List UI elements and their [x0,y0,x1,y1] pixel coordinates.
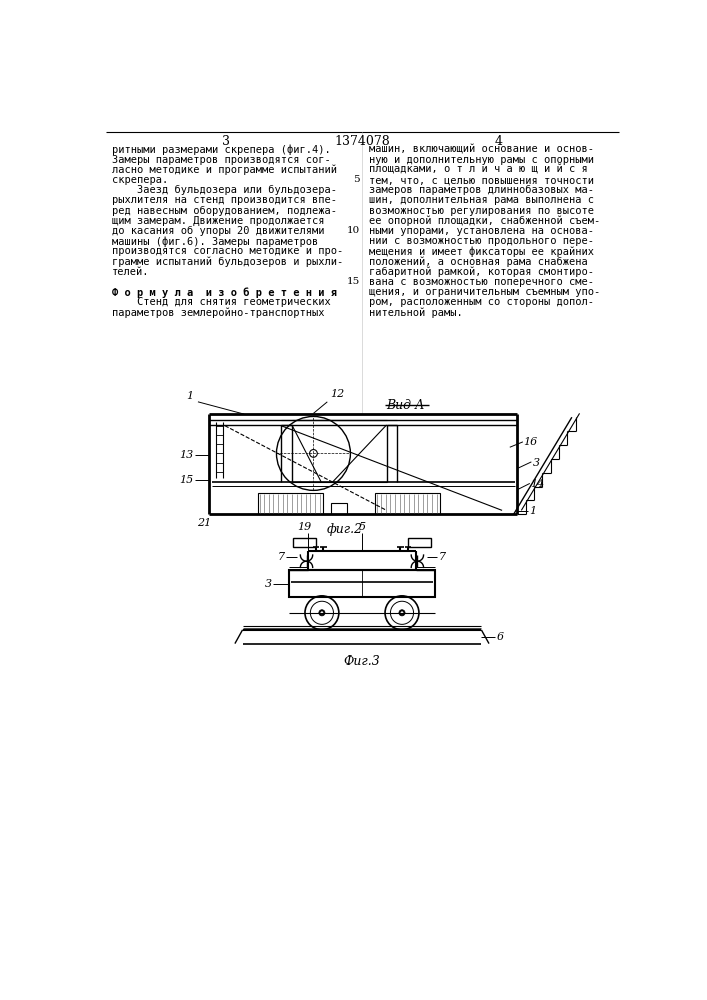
Text: нительной рамы.: нительной рамы. [369,307,462,318]
Text: ред навесным оборудованием, подлежа-: ред навесным оборудованием, подлежа- [112,206,337,216]
Text: 1: 1 [529,506,536,516]
Text: 4: 4 [494,135,502,148]
Text: параметров землеройно-транспортных: параметров землеройно-транспортных [112,307,325,318]
Text: 15: 15 [346,277,360,286]
Circle shape [319,610,325,616]
Text: ром, расположенным со стороны допол-: ром, расположенным со стороны допол- [369,297,594,307]
Text: 12: 12 [330,389,344,399]
Text: ную и дополнительную рамы с опорными: ную и дополнительную рамы с опорными [369,155,594,165]
Text: 3: 3 [533,458,540,468]
Text: ее опорной площадки, снабженной съем-: ее опорной площадки, снабженной съем- [369,216,600,226]
Text: фиг.2: фиг.2 [326,523,362,536]
Text: ласно методике и программе испытаний: ласно методике и программе испытаний [112,165,337,175]
Text: площадками, о т л и ч а ю щ и й с я: площадками, о т л и ч а ю щ и й с я [369,165,588,175]
Text: 21: 21 [197,518,211,528]
Text: 6: 6 [497,632,504,642]
Circle shape [321,612,323,614]
Text: 10: 10 [346,226,360,235]
Text: Заезд бульдозера или бульдозера-: Заезд бульдозера или бульдозера- [112,185,337,195]
Text: 5: 5 [353,175,360,184]
Text: 15: 15 [179,475,193,485]
Text: Фиг.3: Фиг.3 [344,655,380,668]
Text: нии с возможностью продольного пере-: нии с возможностью продольного пере- [369,236,594,246]
Text: мещения и имеет фиксаторы ее крайних: мещения и имеет фиксаторы ее крайних [369,246,594,257]
Text: 13: 13 [179,450,193,460]
Bar [288,570,435,597]
Text: машины (фиг.6). Замеры параметров: машины (фиг.6). Замеры параметров [112,236,318,247]
Text: до касания об упоры 20 движителями: до касания об упоры 20 движителями [112,226,325,236]
Text: возможностью регулирования по высоте: возможностью регулирования по высоте [369,206,594,216]
Text: машин, включающий основание и основ-: машин, включающий основание и основ- [369,145,594,155]
Text: 19: 19 [297,522,311,532]
Text: щим замерам. Движение продолжается: щим замерам. Движение продолжается [112,216,325,226]
Text: 5: 5 [358,522,366,532]
Bar [258,493,324,514]
Text: 3: 3 [223,135,230,148]
Text: скрепера.: скрепера. [112,175,168,185]
Text: 14: 14 [530,479,545,489]
Text: 7: 7 [439,552,446,562]
Text: 1: 1 [187,391,194,401]
Text: производятся согласно методике и про-: производятся согласно методике и про- [112,246,343,256]
Text: замеров параметров длиннобазовых ма-: замеров параметров длиннобазовых ма- [369,185,594,195]
Text: габаритной рамкой, которая смонтиро-: габаритной рамкой, которая смонтиро- [369,267,594,277]
Text: щения, и ограничительным съемным упо-: щения, и ограничительным съемным упо- [369,287,600,297]
Text: 3: 3 [264,579,272,589]
Text: ритными размерами скрепера (фиг.4).: ритными размерами скрепера (фиг.4). [112,145,330,155]
Text: Стенд для снятия геометрических: Стенд для снятия геометрических [112,297,330,307]
Text: 1374078: 1374078 [334,135,390,148]
Text: Ф о р м у л а  и з о б р е т е н и я: Ф о р м у л а и з о б р е т е н и я [112,287,337,298]
Text: Вид А: Вид А [387,399,425,412]
Text: Замеры параметров производятся сог-: Замеры параметров производятся сог- [112,155,330,165]
Text: грамме испытаний бульдозеров и рыхли-: грамме испытаний бульдозеров и рыхли- [112,256,343,267]
Text: 16: 16 [524,437,538,447]
Text: вана с возможностью поперечного сме-: вана с возможностью поперечного сме- [369,277,594,287]
Text: рыхлителя на стенд производится впе-: рыхлителя на стенд производится впе- [112,195,337,205]
Text: ными упорами, установлена на основа-: ными упорами, установлена на основа- [369,226,594,236]
Circle shape [401,612,403,614]
Bar [331,503,346,514]
Text: шин, дополнительная рама выполнена с: шин, дополнительная рама выполнена с [369,195,594,205]
Text: телей.: телей. [112,267,149,277]
Circle shape [399,610,405,616]
Text: положений, а основная рама снабжена: положений, а основная рама снабжена [369,256,588,267]
Text: 7: 7 [278,552,285,562]
Bar [375,493,440,514]
Text: тем, что, с целью повышения точности: тем, что, с целью повышения точности [369,175,594,185]
